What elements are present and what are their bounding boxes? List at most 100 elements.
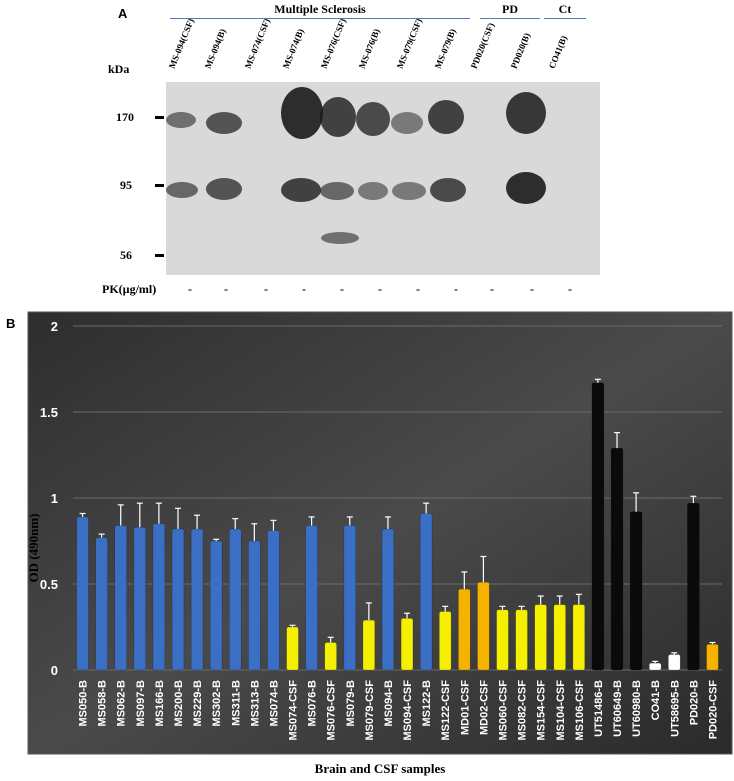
y-axis-ticks: 0 0.5 1 1.5 2 (40, 319, 58, 678)
x-tick-label: MS200-B (173, 680, 185, 727)
lane-label: CO41(B) (546, 34, 569, 70)
group-line-ct (544, 18, 586, 19)
lane-label: MS-074(B) (280, 27, 306, 71)
bar (687, 502, 700, 671)
bar (305, 525, 318, 671)
pk-value: - (188, 282, 192, 296)
group-line-ms (170, 18, 470, 19)
bar (171, 528, 185, 671)
x-tick-label: MS062-B (116, 680, 128, 727)
x-tick-label: MS094-B (383, 680, 395, 727)
bar (553, 604, 566, 671)
bar (76, 516, 89, 671)
blot-band (428, 100, 464, 134)
x-axis-labels: MS050-B MS058-B MS062-B MS097-B MS166-B MS200… (78, 680, 720, 741)
blot-band (321, 232, 359, 244)
bar (534, 604, 547, 671)
x-tick-label: MS229-B (192, 680, 204, 727)
pk-value: - (530, 282, 534, 296)
x-tick-label: MS166-B (154, 680, 166, 727)
blot-band (206, 112, 242, 134)
western-blot-image (166, 82, 600, 275)
marker-56: 56 (120, 248, 132, 262)
bar (515, 609, 528, 671)
bar (248, 540, 261, 671)
blot-band (166, 182, 198, 198)
x-tick-label: PD020-B (688, 680, 700, 725)
pk-value: - (416, 282, 420, 296)
x-tick-label: MS122-B (421, 680, 433, 727)
x-tick-label: UT58695-B (669, 680, 681, 737)
x-tick-label: MD01-CSF (459, 680, 471, 735)
bar (496, 609, 509, 671)
bars (76, 382, 719, 671)
bar (362, 619, 376, 671)
y-tick-label: 2 (51, 319, 58, 334)
panel-b-letter: B (6, 316, 15, 331)
x-tick-label: MS311-B (230, 680, 242, 726)
y-axis-title: OD (490nm) (26, 514, 41, 583)
x-tick-label: MS076-CSF (326, 680, 338, 741)
marker-56-tick (155, 254, 164, 257)
bar (610, 447, 624, 671)
blot-band (281, 178, 321, 202)
pk-value: - (490, 282, 494, 296)
lane-label: MS-076(CSF) (318, 17, 348, 70)
x-tick-label: UT51486-B (593, 680, 605, 737)
od-bar-chart: B 0 0.5 1 1.5 2 MS050-B MS058-B MS062-B MS097-B… (0, 308, 734, 781)
bar (343, 525, 356, 671)
blot-band (430, 178, 466, 202)
y-tick-label: 0.5 (40, 577, 58, 592)
bar (458, 588, 471, 671)
bar (190, 528, 204, 671)
lane-label: MS-094(CSF) (166, 17, 196, 70)
blot-band (392, 182, 426, 200)
marker-95-tick (155, 184, 164, 187)
bar (649, 662, 662, 671)
blot-band (320, 182, 354, 200)
x-tick-label: MS097-B (135, 680, 147, 727)
x-tick-label: MS106-CSF (574, 680, 586, 741)
y-tick-label: 1 (51, 491, 58, 506)
lane-label: MS-076(B) (356, 27, 382, 71)
bar (286, 626, 299, 671)
y-tick-label: 1.5 (40, 405, 58, 420)
blot-band (281, 87, 323, 139)
marker-95: 95 (120, 178, 132, 192)
x-tick-label: MD02-CSF (478, 680, 490, 735)
x-tick-label: MS122-CSF (440, 680, 452, 741)
pk-value: - (568, 282, 572, 296)
blot-band (356, 102, 390, 136)
bar (229, 528, 242, 671)
bar (114, 525, 127, 671)
y-tick-label: 0 (51, 663, 58, 678)
blot-band (206, 178, 242, 200)
bar (439, 611, 452, 671)
marker-170: 170 (116, 110, 134, 124)
lane-label: MS-074(CSF) (242, 17, 272, 70)
group-header-ct: Ct (558, 2, 572, 16)
blot-band (320, 97, 356, 137)
chart-background (27, 311, 733, 755)
x-tick-label: MS094-CSF (402, 680, 414, 741)
group-header-ms: Multiple Sclerosis (274, 2, 366, 16)
x-tick-label: MS079-B (345, 680, 357, 727)
marker-170-tick (155, 116, 164, 119)
x-tick-label: MS074-CSF (288, 680, 300, 741)
x-tick-label: MS074-B (268, 680, 280, 727)
group-line-pd (480, 18, 540, 19)
x-tick-label: MS302-B (211, 680, 223, 727)
bar (152, 523, 166, 671)
pk-value: - (264, 282, 268, 296)
lane-label: PD020(CSF) (468, 21, 497, 71)
bar (400, 618, 414, 671)
lane-label: MS-079(CSF) (394, 17, 424, 70)
blot-band (506, 172, 546, 204)
blot-band (391, 112, 423, 134)
x-tick-label: UT60649-B (612, 680, 624, 737)
lane-label: PD020(B) (508, 31, 533, 70)
x-tick-label: UT60980-B (631, 680, 643, 737)
x-tick-label: MS313-B (249, 680, 261, 727)
pk-value: - (454, 282, 458, 296)
x-tick-label: MS076-B (307, 680, 319, 727)
